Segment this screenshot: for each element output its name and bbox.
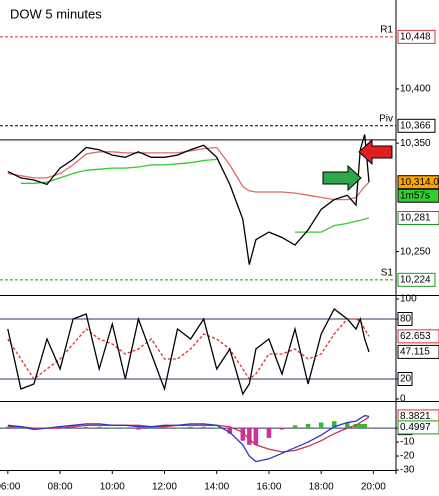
histogram-bar xyxy=(353,423,359,429)
x-tick-label: 18:00 xyxy=(309,482,334,493)
x-tick-label: 16:00 xyxy=(256,482,281,493)
y-tick-label: 20 xyxy=(400,374,412,385)
level-name: Piv xyxy=(379,113,393,124)
histogram-bar xyxy=(123,428,128,429)
histogram-bar xyxy=(57,426,63,429)
countdown: 1m57s xyxy=(400,190,430,201)
level-value: 10,224 xyxy=(400,274,431,285)
histogram-bar xyxy=(188,426,193,429)
series-line xyxy=(7,146,370,201)
histogram-bar xyxy=(247,428,252,445)
histogram-bar xyxy=(362,423,367,429)
value-box xyxy=(397,329,439,344)
histogram-bar xyxy=(279,428,285,430)
series-line xyxy=(7,134,370,265)
red-arrow xyxy=(358,138,393,166)
y-tick-label: 10,400 xyxy=(400,84,431,95)
last-value-label: 10,314.0 xyxy=(400,177,439,188)
histogram-bar xyxy=(201,426,206,429)
histogram-bar xyxy=(162,426,167,429)
histogram-bar xyxy=(149,428,154,429)
value-box xyxy=(397,210,439,225)
x-tick-label: 20:00 xyxy=(361,482,386,493)
histogram-bar xyxy=(366,427,372,429)
series-line xyxy=(7,416,370,453)
histogram-bar xyxy=(266,428,272,438)
value-box xyxy=(397,372,413,386)
histogram-bar xyxy=(227,428,233,434)
series-line xyxy=(20,158,370,233)
series-line xyxy=(7,308,370,396)
histogram-bar xyxy=(292,425,298,429)
y-tick-label: 10,250 xyxy=(400,246,431,257)
x-tick-label: 14:00 xyxy=(204,482,229,493)
level-name: S1 xyxy=(381,267,394,278)
last-value-label: 47.115 xyxy=(400,347,430,358)
value-box xyxy=(397,272,436,287)
series-line xyxy=(7,414,370,463)
level-name: R1 xyxy=(380,25,393,36)
y-tick-label: 10,350 xyxy=(400,138,431,149)
value-box xyxy=(397,29,436,44)
chart-title: DOW 5 minutes xyxy=(10,6,102,21)
histogram-bar xyxy=(214,428,219,429)
y-tick-label: 100 xyxy=(400,294,417,305)
level-value: 10,366 xyxy=(400,120,431,131)
value-box xyxy=(397,118,436,133)
value-box xyxy=(397,312,413,326)
x-tick-label: 10:00 xyxy=(100,482,125,493)
green-arrow xyxy=(322,164,362,192)
histogram-bar xyxy=(83,426,89,429)
last-value-label: 10,281 xyxy=(400,213,431,224)
histogram-bar xyxy=(5,426,11,429)
histogram-bar xyxy=(358,423,363,429)
histogram-bar xyxy=(136,428,141,430)
y-tick-label: -20 xyxy=(400,451,415,462)
y-tick-label: 0 xyxy=(400,394,406,405)
series-line xyxy=(7,318,370,380)
histogram-bar xyxy=(318,422,324,429)
value-box xyxy=(397,420,439,435)
last-value-label: 8.3821 xyxy=(400,411,431,422)
histogram-bar xyxy=(31,428,37,430)
histogram-bar xyxy=(240,428,246,441)
histogram-bar xyxy=(109,428,115,429)
x-tick-label: 06:00 xyxy=(0,482,21,493)
value-box xyxy=(397,344,439,359)
histogram-bar xyxy=(18,428,24,429)
last-value-label: 0.4997 xyxy=(400,422,431,433)
last-value-label: 62.653 xyxy=(400,331,431,342)
y-tick-label: -30 xyxy=(400,465,415,476)
histogram-bar xyxy=(96,426,102,429)
histogram-bar xyxy=(253,428,259,445)
histogram-bar xyxy=(175,428,180,429)
x-tick-label: 12:00 xyxy=(152,482,177,493)
histogram-bar xyxy=(344,422,350,429)
plot-layer: 10,400 10,350 10,250 R1 10,448 Piv 10,366 S1 10,… xyxy=(0,25,439,493)
histogram-bar xyxy=(70,426,76,429)
histogram-bar xyxy=(331,421,337,429)
x-tick-label: 08:00 xyxy=(48,482,73,493)
level-value: 10,448 xyxy=(400,32,431,43)
histogram-bar xyxy=(305,423,311,429)
y-tick-label: -10 xyxy=(400,437,415,448)
y-tick-label: 80 xyxy=(400,314,412,325)
countdown-box xyxy=(397,188,439,203)
